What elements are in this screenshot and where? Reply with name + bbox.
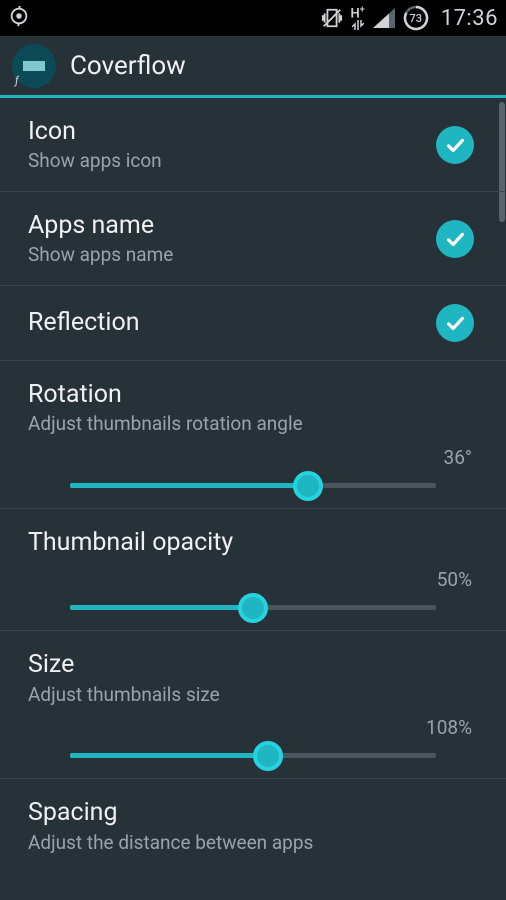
- slider-value: 36°: [28, 446, 478, 469]
- action-bar: Coverflow: [0, 36, 506, 98]
- setting-title: Reflection: [28, 307, 436, 338]
- setting-subtitle: Show apps icon: [28, 149, 436, 173]
- bottom-fade: [0, 888, 506, 900]
- setting-spacing: Spacing Adjust the distance between apps: [0, 779, 506, 872]
- setting-title: Rotation: [28, 379, 478, 410]
- slider-fill: [70, 605, 253, 610]
- slider-thumb[interactable]: [253, 741, 283, 771]
- setting-title: Icon: [28, 116, 436, 147]
- size-slider[interactable]: [70, 753, 436, 758]
- setting-reflection[interactable]: Reflection: [0, 286, 506, 361]
- setting-title: Thumbnail opacity: [28, 527, 478, 558]
- settings-list: Icon Show apps icon Apps name Show apps …: [0, 98, 506, 900]
- status-bar: H+ 73 17:36: [0, 0, 506, 36]
- battery-icon: 73: [403, 5, 429, 31]
- slider-thumb[interactable]: [238, 593, 268, 623]
- page-title: Coverflow: [70, 51, 186, 81]
- slider-fill: [70, 483, 308, 488]
- clock: 17:36: [441, 6, 498, 31]
- opacity-slider[interactable]: [70, 605, 436, 610]
- setting-subtitle: Show apps name: [28, 243, 436, 267]
- app-icon[interactable]: [12, 44, 56, 88]
- rotation-slider[interactable]: [70, 483, 436, 488]
- checkbox-icon[interactable]: [436, 304, 474, 342]
- slider-thumb[interactable]: [293, 471, 323, 501]
- setting-opacity: Thumbnail opacity 50%: [0, 509, 506, 631]
- vibrate-icon: [321, 7, 343, 29]
- slider-fill: [70, 753, 268, 758]
- cyanogen-logo-icon: [8, 5, 30, 32]
- setting-title: Spacing: [28, 797, 478, 828]
- setting-apps-name[interactable]: Apps name Show apps name: [0, 192, 506, 286]
- slider-value: 108%: [28, 716, 478, 739]
- setting-title: Apps name: [28, 210, 436, 241]
- checkbox-icon[interactable]: [436, 220, 474, 258]
- setting-subtitle: Adjust the distance between apps: [28, 831, 478, 855]
- setting-icon[interactable]: Icon Show apps icon: [0, 98, 506, 192]
- setting-title: Size: [28, 649, 478, 680]
- setting-subtitle: Adjust thumbnails rotation angle: [28, 412, 478, 436]
- slider-value: 50%: [28, 568, 478, 591]
- setting-subtitle: Adjust thumbnails size: [28, 683, 478, 707]
- hspa-plus-icon: H+: [351, 6, 365, 30]
- battery-percent: 73: [409, 12, 422, 25]
- signal-icon: [373, 8, 395, 28]
- setting-size: Size Adjust thumbnails size 108%: [0, 631, 506, 779]
- checkbox-icon[interactable]: [436, 126, 474, 164]
- setting-rotation: Rotation Adjust thumbnails rotation angl…: [0, 361, 506, 509]
